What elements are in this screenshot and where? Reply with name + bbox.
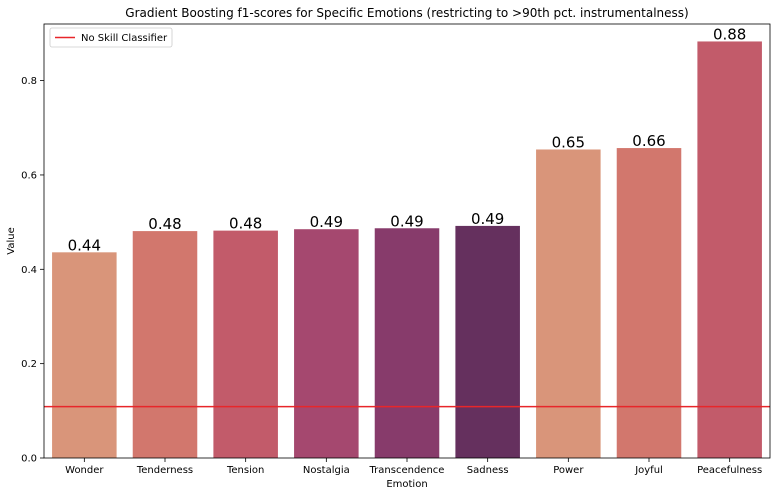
data-label-joyful: 0.66 (632, 132, 665, 150)
data-label-tension: 0.48 (229, 215, 262, 233)
x-tick-label-joyful: Joyful (634, 465, 663, 476)
x-tick-label-tenderness: Tenderness (136, 465, 193, 476)
data-label-tenderness: 0.48 (148, 215, 181, 233)
x-tick-label-wonder: Wonder (65, 465, 104, 476)
bar-sadness (455, 225, 520, 458)
x-tick-label-sadness: Sadness (467, 465, 509, 476)
data-labels-group: 0.44 0.48 0.48 0.49 0.49 0.49 0.65 0.66 0.88 (68, 25, 747, 254)
x-tick-label-transcendence: Transcendence (369, 465, 445, 476)
data-label-peacefulness: 0.88 (713, 25, 746, 43)
y-tick-label-1: 0.2 (21, 359, 37, 370)
x-axis-label: Emotion (386, 479, 427, 490)
bar-peacefulness (697, 41, 762, 459)
legend-entry-no-skill-classifier: No Skill Classifier (81, 33, 168, 44)
chart-title: Gradient Boosting f1-scores for Specific… (125, 6, 688, 20)
x-tick-label-nostalgia: Nostalgia (303, 465, 350, 476)
bar-transcendence (374, 228, 440, 458)
data-label-nostalgia: 0.49 (310, 213, 343, 231)
x-tick-label-power: Power (553, 465, 584, 476)
data-label-transcendence: 0.49 (390, 212, 423, 230)
data-label-sadness: 0.49 (471, 210, 504, 228)
y-tick-label-4: 0.8 (21, 76, 37, 87)
bar-joyful (616, 148, 682, 459)
bar-tension (213, 230, 278, 458)
x-tick-label-tension: Tension (226, 465, 264, 476)
legend: No Skill Classifier (49, 27, 173, 48)
bar-tenderness (132, 231, 198, 458)
plot-frame (43, 23, 771, 459)
x-tick-label-peacefulness: Peacefulness (697, 465, 762, 476)
x-axis: Wonder Tenderness Tension Nostalgia Transcen… (65, 458, 762, 476)
bar-wonder (52, 252, 117, 458)
bar-nostalgia (294, 229, 359, 458)
y-tick-label-0: 0.0 (21, 454, 37, 465)
data-label-wonder: 0.44 (68, 236, 101, 254)
y-tick-label-3: 0.6 (21, 170, 37, 181)
y-axis: 0.0 0.2 0.4 0.6 0.8 (21, 76, 44, 465)
legend-box (49, 27, 173, 48)
bar-power (536, 149, 601, 458)
y-tick-label-2: 0.4 (21, 265, 37, 276)
data-label-power: 0.65 (552, 133, 585, 151)
y-axis-label: Value (6, 227, 17, 254)
